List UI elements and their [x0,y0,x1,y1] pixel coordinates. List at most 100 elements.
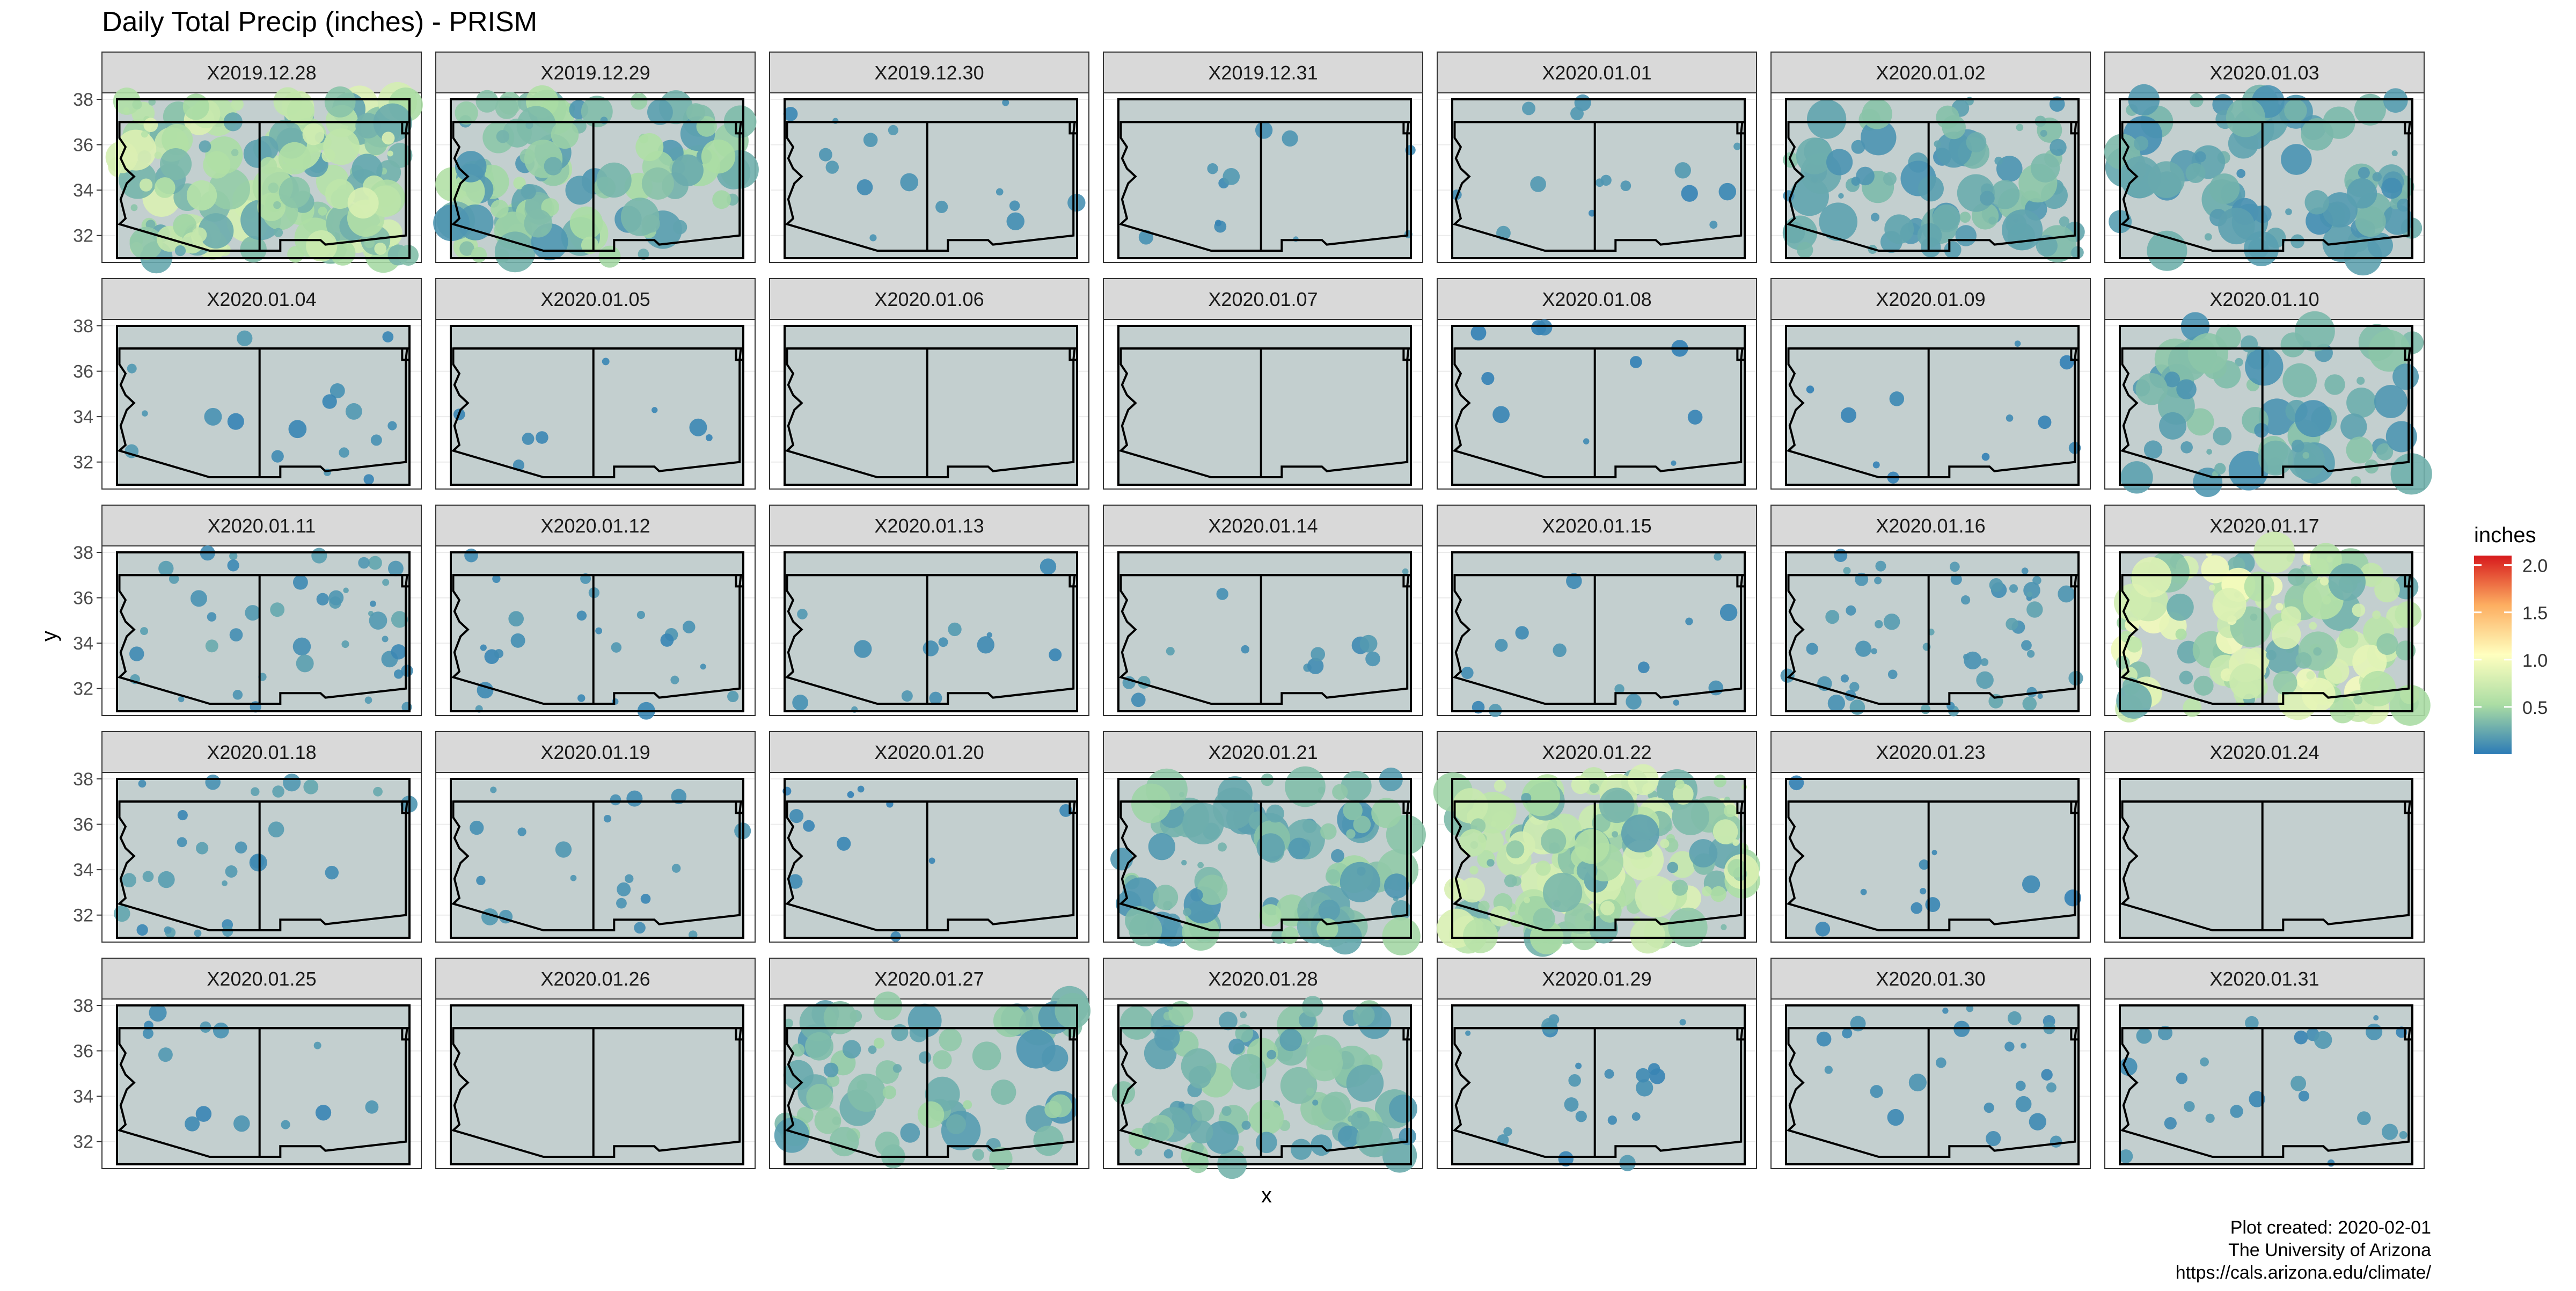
map-frame [116,551,411,712]
precip-cell [185,1116,200,1132]
raster-background [451,326,743,485]
precip-cell [1122,877,1159,915]
precip-cell [2306,671,2315,680]
precip-cell [2183,698,2202,717]
precip-cell [1626,694,1642,710]
precip-cell [177,837,187,848]
precip-cell [1797,242,1813,259]
raster-background [785,99,1077,258]
facet-strip-label: X2020.01.20 [874,741,984,763]
precip-cell [1980,658,1989,666]
map-frame [450,551,744,712]
precip-cell [1487,859,1495,867]
precip-cell [1044,1101,1062,1119]
precip-cell [1041,1045,1069,1072]
facet-panel: X2020.01.27 [769,958,1091,1170]
precip-cell [322,394,337,409]
precip-cell [1838,193,1844,199]
map-frame [2119,551,2413,712]
state-boundary [401,122,409,135]
precip-cell [727,690,739,703]
precip-cell [1851,177,1861,186]
precip-cell [1934,140,1941,148]
map-frame [1451,778,1746,939]
precip-cell [1337,1125,1360,1148]
precip-cell [259,157,277,175]
precip-cell [2006,617,2018,631]
state-boundary [2070,801,2079,814]
precip-cell [369,611,387,630]
precip-cell [132,99,142,110]
raster-background [117,1005,409,1164]
y-tick-label: 36 [73,135,93,156]
legend-tick-label: 0.5 [2522,698,2548,718]
precip-cell [2184,1101,2195,1112]
precip-cell [169,574,179,584]
precip-cell [1182,913,1220,951]
state-boundary [451,347,742,478]
precip-cell [857,785,865,793]
state-boundary [1069,801,1077,814]
precip-cell [1402,568,1409,575]
precip-cell [1840,407,1857,423]
precip-cell [2004,1041,2015,1052]
precip-cell [928,857,935,864]
precip-cell [1849,699,1865,715]
precip-cell [1689,839,1718,868]
raster-background [1786,1005,2079,1164]
precip-cell [1197,874,1228,905]
precip-cell [901,690,913,702]
precip-cell [2214,463,2226,475]
facet-panels: X2019.12.28 32 34 36 38 X2019.12.29 X2019.12.3… [73,52,2432,1179]
precip-cell [1306,1045,1343,1082]
precip-cell [2164,1117,2177,1130]
facet-strip [435,278,756,320]
precip-cell [774,1118,810,1153]
precip-cell [1589,783,1599,793]
precip-cell [570,874,577,881]
precip-cell [888,125,898,135]
precip-cell [2179,670,2193,685]
precip-cell [977,636,994,654]
precip-cell [1883,172,1897,186]
facet-panel: X2020.01.12 [435,505,756,720]
precip-cell [225,865,238,878]
precip-cell [536,431,548,444]
precip-cell [2310,558,2329,577]
state-boundary [1402,575,1411,588]
precip-cell [797,609,808,619]
x-axis-label: x [1261,1184,1272,1207]
facet-strip [435,731,756,773]
precip-cell [1630,918,1666,954]
precip-cell [1733,142,1741,150]
state-boundary [451,574,742,705]
precip-cell [471,246,487,263]
precip-cell [2372,172,2382,182]
precip-cell [909,1023,928,1042]
precip-cell [1282,130,1298,147]
precip-cell [544,157,562,176]
precip-cell [1207,163,1218,174]
state-boundary [2404,1028,2412,1041]
facet-strip [1103,52,1423,93]
precip-cell [689,418,707,436]
precip-cell [996,188,1004,196]
map-frame [1451,98,1746,259]
state-boundary [1118,347,1410,478]
precip-cell [1558,1151,1574,1167]
precip-cell [1872,461,1880,469]
precip-cell [1495,639,1508,652]
precip-cell [2358,166,2370,179]
precip-cell [1996,156,2023,182]
precip-cell [303,779,319,794]
precip-cell [1465,1030,1471,1036]
precip-cell [1492,406,1510,424]
caption: Plot created: 2020-02-01 The University … [2176,1217,2432,1283]
map-frame [2119,778,2413,939]
precip-cell [1709,221,1718,229]
precip-cell [323,128,360,165]
precip-cell [2374,577,2400,603]
precip-cell [1503,1127,1512,1136]
precip-cell [177,810,188,821]
facet-panel: X2020.01.17 [2104,505,2431,726]
